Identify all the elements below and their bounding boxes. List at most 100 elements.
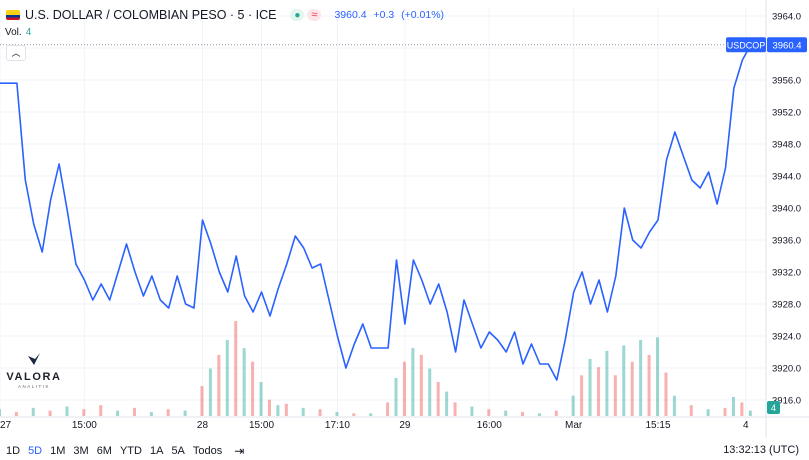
chevron-up-icon[interactable]: ︿ (6, 45, 26, 61)
volume-value: 4 (25, 27, 32, 38)
volume-bar (14, 411, 18, 416)
price-chart[interactable]: 3916.0 3920.0 3924.0 3928.0 3932.0 3936.0 3940… (0, 0, 809, 440)
volume-bar (402, 361, 406, 416)
volume-bar (0, 409, 1, 416)
volume-bar (31, 407, 35, 416)
timeframe-1d[interactable]: 1D (6, 444, 21, 457)
volume-bar (588, 359, 592, 416)
volume-legend[interactable]: Vol. 4 (5, 27, 31, 38)
volume-bar (554, 410, 558, 416)
timeframe-5d[interactable]: 5D (28, 444, 43, 457)
timeframe-5a[interactable]: 5A (171, 444, 185, 457)
timeframe-1a[interactable]: 1A (149, 444, 164, 457)
volume-bar (116, 410, 120, 416)
last-price: 3960.4 (334, 9, 367, 21)
volume-bar (217, 354, 221, 416)
volume-bar (225, 340, 229, 416)
x-tick-label: 27 (0, 420, 12, 431)
volume-bar (99, 405, 103, 416)
y-tick-label: 3920.0 (772, 364, 801, 375)
volume-bar (639, 340, 643, 416)
flag-icon (6, 10, 20, 20)
volume-bar (445, 391, 449, 416)
y-tick-label: 3964.0 (772, 12, 801, 23)
price-line (0, 44, 766, 381)
volume-bar (251, 361, 255, 416)
price-series-line (0, 44, 752, 381)
price-tags: USDCOP 3960.4 4 (726, 37, 807, 414)
volume-bar (740, 402, 744, 416)
volume-bar (571, 395, 575, 416)
volume-bar (656, 337, 660, 416)
volume-bar (521, 411, 525, 416)
volume-bar (267, 399, 271, 416)
time-axis: 27 15:00 28 15:00 17:10 29 16:00 Mar 15:15 4 (0, 420, 749, 431)
calendar-range-icon[interactable]: ⇥ (234, 443, 245, 458)
volume-bar (647, 354, 651, 416)
volume-bar (65, 406, 69, 416)
volume-bar (132, 407, 136, 416)
y-tick-label: 3940.0 (772, 204, 801, 215)
volume-bar (149, 411, 153, 416)
volume-bar (470, 406, 474, 416)
y-tick-label: 3952.0 (772, 108, 801, 119)
x-tick-label: 28 (197, 420, 209, 431)
brand-name: VALORA (6, 371, 62, 383)
volume-bar (183, 410, 187, 416)
price-axis: 3916.0 3920.0 3924.0 3928.0 3932.0 3936.0 3940… (772, 12, 801, 407)
x-tick-label: 17:10 (325, 420, 350, 431)
volume-tag-bg (767, 401, 780, 414)
volume-tag: 4 (771, 403, 776, 413)
volume-bar (276, 405, 280, 416)
volume-bar (411, 348, 415, 416)
volume-bar (352, 413, 356, 416)
valora-logo-icon (28, 353, 40, 365)
volume-bar (731, 397, 735, 416)
volume-bar (234, 321, 238, 416)
y-tick-label: 3936.0 (772, 236, 801, 247)
y-tick-label: 3916.0 (772, 396, 801, 407)
market-open-dot-icon[interactable]: ● (290, 9, 305, 21)
x-tick-label: 15:15 (646, 420, 671, 431)
market-status[interactable]: ● ≈ (290, 9, 322, 21)
y-tick-label: 3948.0 (772, 140, 801, 151)
volume-bar (386, 402, 390, 416)
volume-bar (580, 375, 584, 416)
volume-bar (487, 409, 491, 416)
x-tick-label: 16:00 (477, 420, 502, 431)
volume-bar (200, 386, 204, 416)
price-change-pct: (+0.01%) (401, 9, 445, 21)
volume-bar (706, 409, 710, 416)
volume-bar (335, 411, 339, 416)
quote-values: 3960.4 +0.3 (+0.01%) (334, 9, 448, 21)
data-delay-icon[interactable]: ≈ (307, 9, 322, 21)
volume-bar (82, 409, 86, 416)
brand-watermark: VALORA ANALITIK (6, 352, 62, 389)
price-change: +0.3 (373, 9, 395, 21)
y-tick-label: 3956.0 (772, 76, 801, 87)
timeframe-3m[interactable]: 3M (73, 444, 89, 457)
volume-bar (259, 382, 263, 416)
volume-bar (428, 368, 432, 416)
timeframe-ytd[interactable]: YTD (119, 444, 142, 457)
timeframe-6m[interactable]: 6M (96, 444, 112, 457)
bottom-toolbar: 1D 5D 1M 3M 6M YTD 1A 5A Todos ⇥ (0, 441, 809, 460)
timeframe-1m[interactable]: 1M (50, 444, 66, 457)
y-tick-label: 3924.0 (772, 332, 801, 343)
volume-bar (613, 375, 617, 416)
grid-lines (0, 0, 809, 438)
volume-bar (596, 367, 600, 416)
volume-bar (318, 409, 322, 416)
volume-label: Vol. (5, 27, 22, 38)
brand-subtitle: ANALITIK (17, 384, 50, 389)
y-tick-label: 3944.0 (772, 172, 801, 183)
volume-bar (723, 407, 727, 416)
volume-bar (166, 409, 170, 416)
y-tick-label: 3928.0 (772, 300, 801, 311)
volume-bar (630, 361, 634, 416)
symbol-title[interactable]: U.S. DOLLAR / COLOMBIAN PESO · 5 · ICE (25, 8, 277, 22)
volume-bar (622, 345, 626, 416)
volume-bar (672, 395, 676, 416)
utc-clock[interactable]: 13:32:13 (UTC) (723, 444, 799, 456)
timeframe-todos[interactable]: Todos (192, 444, 223, 457)
